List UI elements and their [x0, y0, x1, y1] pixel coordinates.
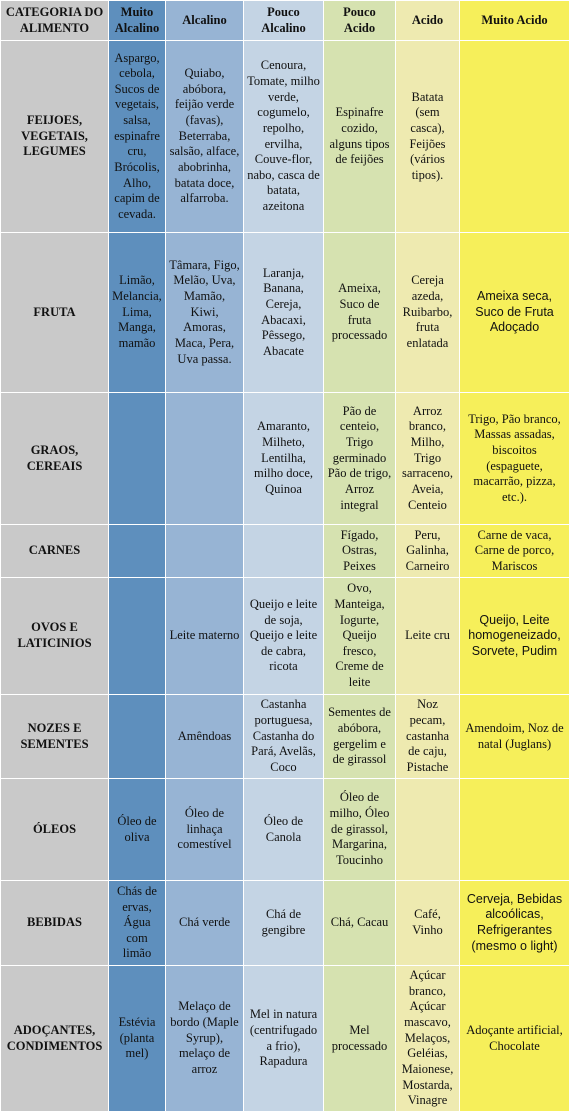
table-row-oleos: ÓLEOS Óleo de oliva Óleo de linhaça come… — [1, 779, 569, 881]
table-row-bebidas: BEBIDAS Chás de ervas, Água com limão Ch… — [1, 881, 569, 966]
header-row: CATEGORIA DO ALIMENTO Muito Alcalino Alc… — [1, 1, 569, 41]
cell-pouco-alcalino: Chá de gengibre — [244, 881, 324, 966]
cell-muito-acido: Queijo, Leite homogeneizado, Sorvete, Pu… — [460, 578, 569, 695]
header-muito-alcalino: Muito Alcalino — [109, 1, 166, 41]
cell-muito-alcalino: Chás de ervas, Água com limão — [109, 881, 166, 966]
cell-alcalino: Amêndoas — [166, 695, 244, 779]
cell-muito-acido: Cerveja, Bebidas alcoólicas, Refrigerant… — [460, 881, 569, 966]
cell-muito-alcalino — [109, 525, 166, 578]
header-pouco-acido: Pouco Acido — [324, 1, 396, 41]
cell-muito-acido: Carne de vaca, Carne de porco, Mariscos — [460, 525, 569, 578]
cell-muito-alcalino — [109, 393, 166, 525]
cell-pouco-alcalino: Mel in natura (centrifugado a frio), Rap… — [244, 966, 324, 1112]
cell-pouco-alcalino: Cenoura, Tomate, milho verde, cogumelo, … — [244, 41, 324, 233]
table-row-adocantes: ADOÇANTES, CONDIMENTOS Estévia (planta m… — [1, 966, 569, 1112]
cell-alcalino: Quiabo, abóbora, feijão verde (favas), B… — [166, 41, 244, 233]
row-category: GRAOS, CEREAIS — [1, 393, 109, 525]
table-row-nozes: NOZES E SEMENTES Amêndoas Castanha portu… — [1, 695, 569, 779]
row-category: ADOÇANTES, CONDIMENTOS — [1, 966, 109, 1112]
table-row-carnes: CARNES Fígado, Ostras, Peixes Peru, Gali… — [1, 525, 569, 578]
cell-alcalino — [166, 393, 244, 525]
row-category: FRUTA — [1, 233, 109, 393]
header-category: CATEGORIA DO ALIMENTO — [1, 1, 109, 41]
cell-pouco-alcalino: Queijo e leite de soja, Queijo e leite d… — [244, 578, 324, 695]
cell-acido: Café, Vinho — [396, 881, 460, 966]
header-alcalino: Alcalino — [166, 1, 244, 41]
cell-alcalino — [166, 525, 244, 578]
row-category: BEBIDAS — [1, 881, 109, 966]
cell-alcalino: Chá verde — [166, 881, 244, 966]
cell-pouco-acido: Pão de centeio, Trigo germinado Pão de t… — [324, 393, 396, 525]
row-category: FEIJOES, VEGETAIS, LEGUMES — [1, 41, 109, 233]
table-row-feijoes: FEIJOES, VEGETAIS, LEGUMES Aspargo, cebo… — [1, 41, 569, 233]
cell-pouco-alcalino: Laranja, Banana, Cereja, Abacaxi, Pêsseg… — [244, 233, 324, 393]
cell-acido: Cereja azeda, Ruibarbo, fruta enlatada — [396, 233, 460, 393]
cell-muito-acido — [460, 41, 569, 233]
cell-pouco-acido: Sementes de abóbora, gergelim e de giras… — [324, 695, 396, 779]
cell-muito-alcalino: Aspargo, cebola, Sucos de vegetais, sals… — [109, 41, 166, 233]
table-row-ovos: OVOS E LATICINIOS Leite materno Queijo e… — [1, 578, 569, 695]
row-category: CARNES — [1, 525, 109, 578]
cell-alcalino: Leite materno — [166, 578, 244, 695]
cell-muito-acido: Ameixa seca, Suco de Fruta Adoçado — [460, 233, 569, 393]
cell-acido: Peru, Galinha, Carneiro — [396, 525, 460, 578]
cell-acido: Açúcar branco, Açúcar mascavo, Melaços, … — [396, 966, 460, 1112]
cell-muito-alcalino — [109, 695, 166, 779]
row-category: ÓLEOS — [1, 779, 109, 881]
cell-muito-acido: Amendoim, Noz de natal (Juglans) — [460, 695, 569, 779]
cell-alcalino: Melaço de bordo (Maple Syrup), melaço de… — [166, 966, 244, 1112]
cell-pouco-acido: Chá, Cacau — [324, 881, 396, 966]
header-acido: Acido — [396, 1, 460, 41]
cell-acido: Leite cru — [396, 578, 460, 695]
cell-pouco-alcalino — [244, 525, 324, 578]
cell-muito-acido: Trigo, Pão branco, Massas assadas, bisco… — [460, 393, 569, 525]
cell-acido — [396, 779, 460, 881]
cell-acido: Noz pecam, castanha de caju, Pistache — [396, 695, 460, 779]
cell-pouco-alcalino: Óleo de Canola — [244, 779, 324, 881]
header-muito-acido: Muito Acido — [460, 1, 569, 41]
cell-acido: Batata (sem casca), Feijões (vários tipo… — [396, 41, 460, 233]
cell-muito-alcalino: Estévia (planta mel) — [109, 966, 166, 1112]
table-row-fruta: FRUTA Limão, Melancia, Lima, Manga, mamã… — [1, 233, 569, 393]
cell-muito-alcalino: Óleo de oliva — [109, 779, 166, 881]
row-category: OVOS E LATICINIOS — [1, 578, 109, 695]
cell-muito-alcalino — [109, 578, 166, 695]
cell-pouco-acido: Ameixa, Suco de fruta processado — [324, 233, 396, 393]
cell-pouco-acido: Ovo, Manteiga, Iogurte, Queijo fresco, C… — [324, 578, 396, 695]
cell-pouco-acido: Óleo de milho, Óleo de girassol, Margari… — [324, 779, 396, 881]
cell-muito-alcalino: Limão, Melancia, Lima, Manga, mamão — [109, 233, 166, 393]
row-category: NOZES E SEMENTES — [1, 695, 109, 779]
cell-pouco-alcalino: Castanha portuguesa, Castanha do Pará, A… — [244, 695, 324, 779]
table-row-graos: GRAOS, CEREAIS Amaranto, Milheto, Lentil… — [1, 393, 569, 525]
cell-pouco-acido: Fígado, Ostras, Peixes — [324, 525, 396, 578]
cell-muito-acido — [460, 779, 569, 881]
cell-alcalino: Óleo de linhaça comestível — [166, 779, 244, 881]
cell-acido: Arroz branco, Milho, Trigo sarraceno, Av… — [396, 393, 460, 525]
cell-alcalino: Tâmara, Figo, Melão, Uva, Mamão, Kiwi, A… — [166, 233, 244, 393]
header-pouco-alcalino: Pouco Alcalino — [244, 1, 324, 41]
cell-muito-acido: Adoçante artificial, Chocolate — [460, 966, 569, 1112]
cell-pouco-alcalino: Amaranto, Milheto, Lentilha, milho doce,… — [244, 393, 324, 525]
cell-pouco-acido: Mel processado — [324, 966, 396, 1112]
cell-pouco-acido: Espinafre cozido, alguns tipos de feijõe… — [324, 41, 396, 233]
